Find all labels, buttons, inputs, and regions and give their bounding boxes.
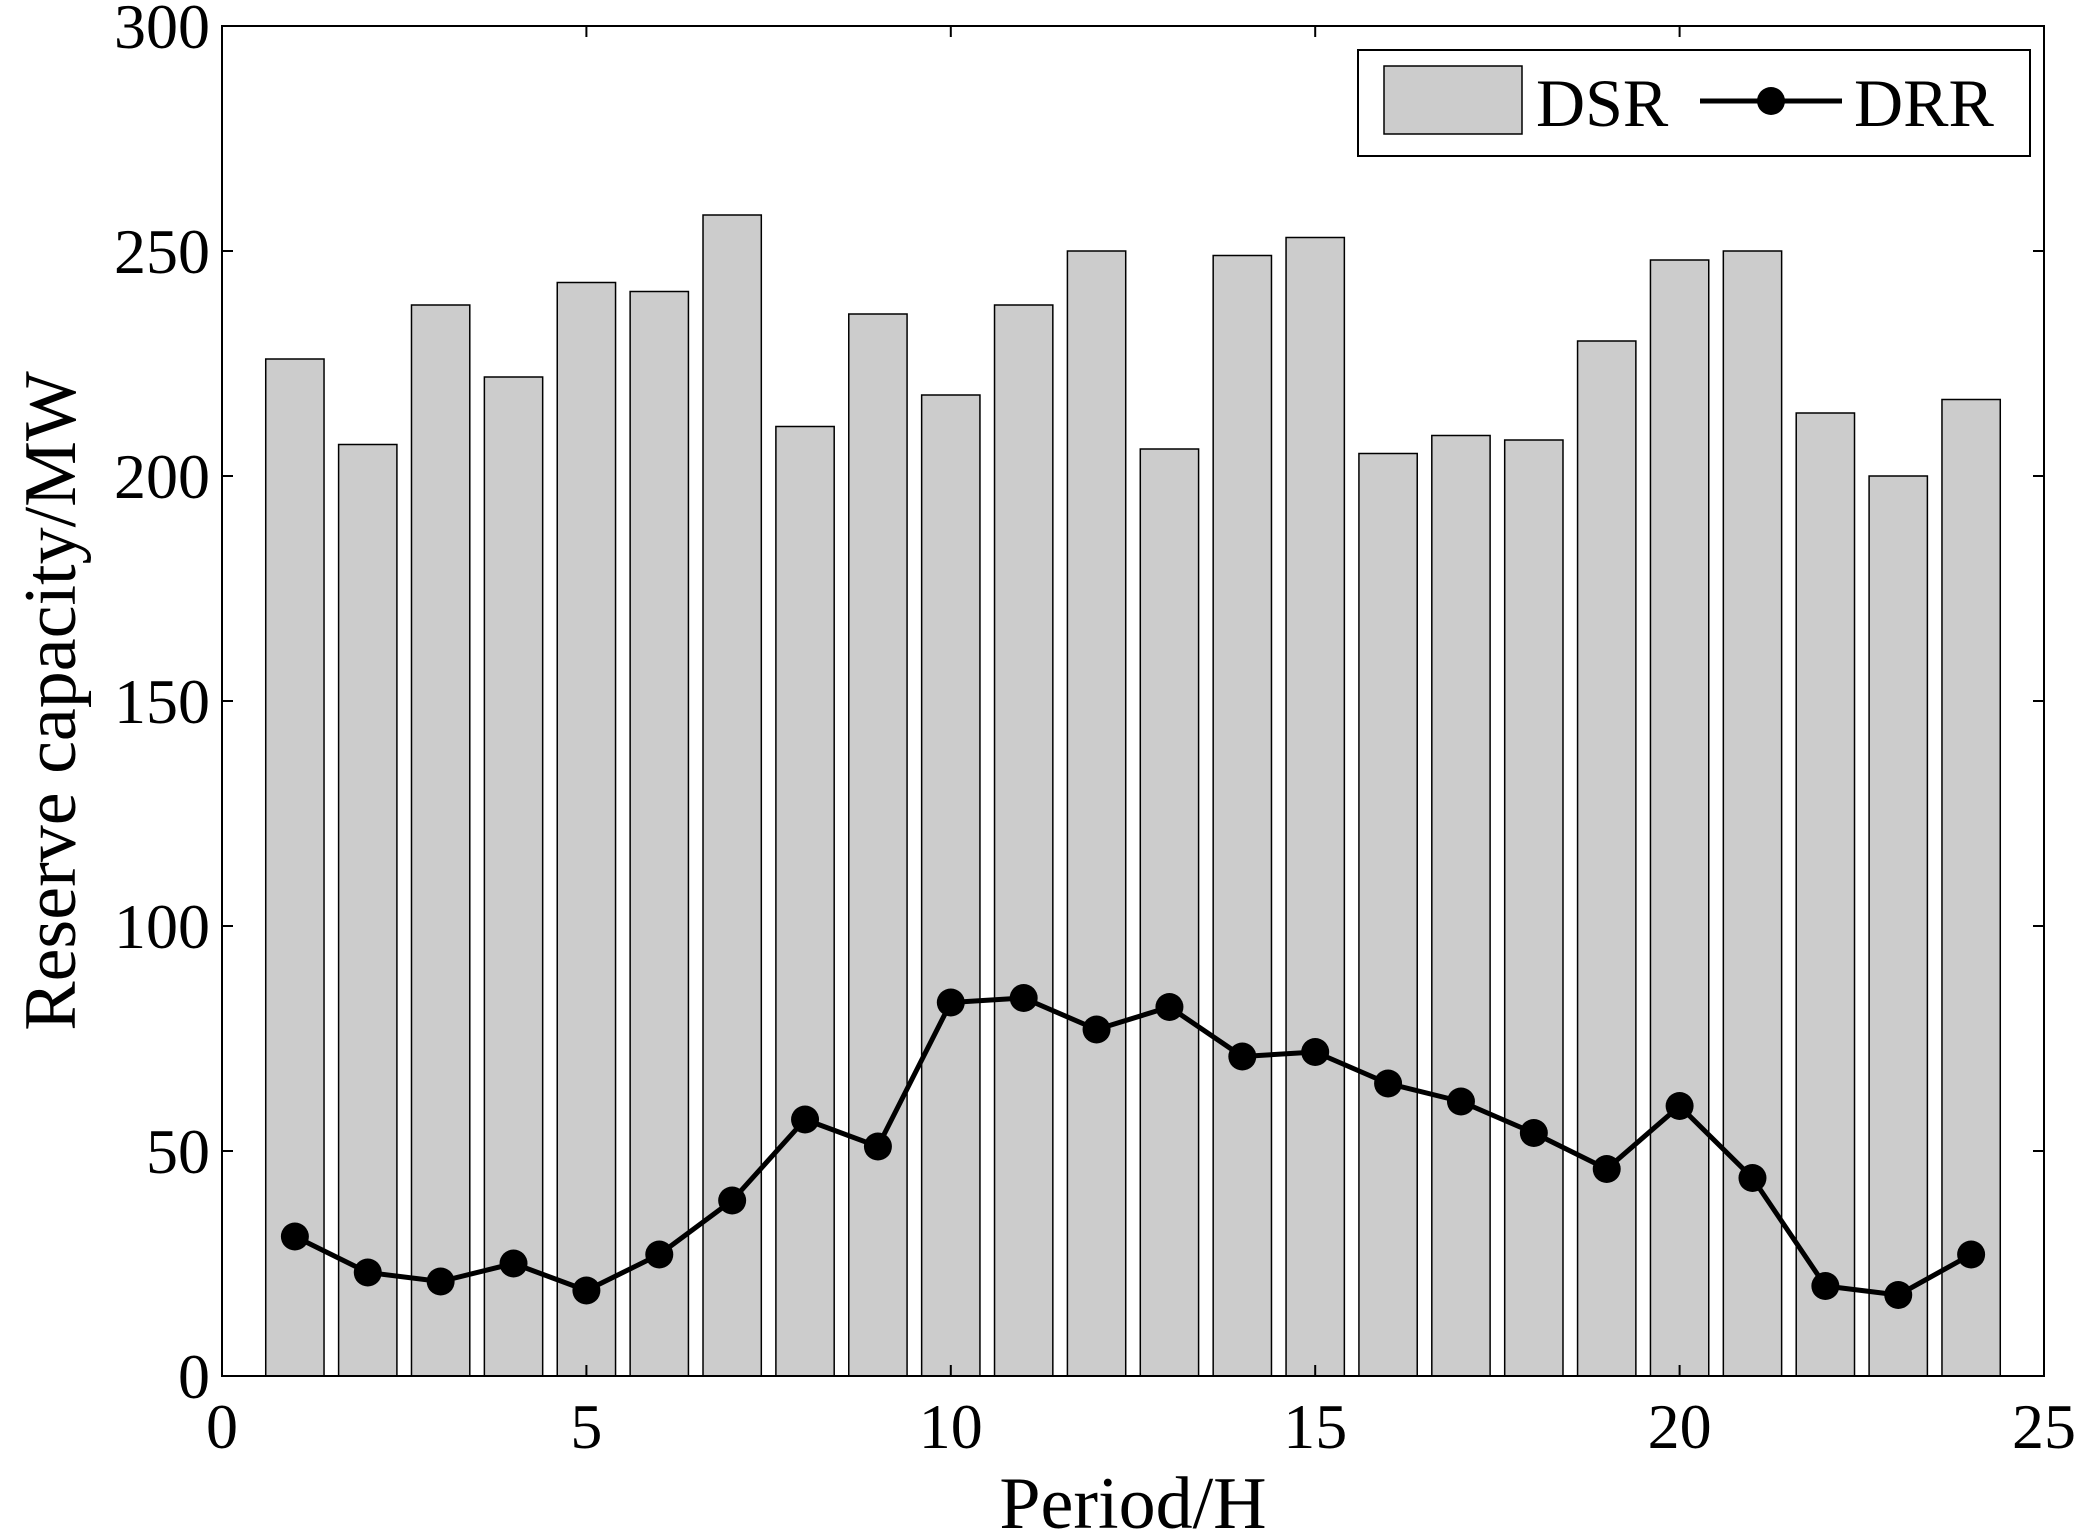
y-tick-label: 300	[114, 0, 210, 62]
legend-swatch-drr-marker	[1757, 87, 1785, 115]
y-tick-label: 0	[178, 1341, 210, 1412]
legend-label-dsr: DSR	[1536, 65, 1669, 141]
point-drr-16	[1374, 1069, 1403, 1098]
axis-ticks	[221, 25, 2045, 1377]
bar-dsr-16	[1358, 452, 1418, 1377]
point-drr-3	[426, 1267, 455, 1296]
point-drr-13	[1155, 993, 1184, 1021]
y-tick-label: 200	[114, 441, 210, 512]
point-drr-14	[1228, 1042, 1257, 1071]
bar-dsr-2	[337, 443, 398, 1377]
point-drr-12	[1082, 1015, 1111, 1044]
y-tick-label: 50	[146, 1116, 210, 1187]
point-drr-4	[499, 1249, 528, 1278]
x-tick-label: 20	[1648, 1391, 1712, 1462]
point-drr-2	[353, 1258, 382, 1287]
bar-dsr-22	[1795, 412, 1856, 1377]
y-tick-label: 150	[114, 666, 210, 737]
bar-dsr-12	[1066, 250, 1127, 1377]
x-tick-label: 15	[1283, 1391, 1347, 1462]
bar-dsr-15	[1285, 236, 1346, 1377]
point-drr-23	[1884, 1281, 1913, 1309]
point-drr-11	[1009, 984, 1038, 1012]
point-drr-22	[1811, 1272, 1840, 1300]
legend-swatch-dsr	[1383, 65, 1523, 135]
point-drr-6	[645, 1240, 674, 1269]
bar-dsr-23	[1868, 475, 1929, 1377]
point-drr-9	[863, 1132, 892, 1161]
bar-dsr-18	[1503, 439, 1564, 1377]
x-tick-label: 5	[570, 1391, 602, 1462]
drr-line-series	[280, 984, 1986, 1309]
point-drr-10	[936, 988, 965, 1017]
point-drr-5	[572, 1276, 601, 1305]
point-drr-19	[1592, 1155, 1621, 1183]
point-drr-21	[1738, 1164, 1767, 1192]
bar-dsr-14	[1212, 254, 1273, 1377]
x-tick-label: 10	[919, 1391, 983, 1462]
x-tick-label: 0	[206, 1391, 238, 1462]
dsr-bars	[264, 214, 2002, 1377]
point-drr-15	[1301, 1038, 1330, 1066]
bar-dsr-8	[775, 425, 835, 1377]
bar-dsr-5	[556, 281, 617, 1377]
drr-line	[293, 995, 1973, 1298]
bar-dsr-20	[1649, 259, 1710, 1377]
bar-dsr-11	[993, 304, 1054, 1377]
bar-dsr-13	[1139, 448, 1200, 1377]
bar-dsr-4	[483, 376, 544, 1377]
bar-dsr-19	[1576, 340, 1637, 1377]
legend-label-drr: DRR	[1854, 65, 1994, 141]
point-drr-18	[1519, 1119, 1548, 1147]
bar-dsr-24	[1941, 398, 2002, 1377]
x-axis-label: Period/H	[999, 1463, 1266, 1538]
bar-dsr-6	[629, 290, 690, 1377]
bar-dsr-3	[410, 304, 471, 1377]
point-drr-1	[280, 1222, 309, 1251]
point-drr-20	[1665, 1092, 1694, 1120]
legend: DSR DRR	[1357, 49, 2031, 157]
bar-dsr-1	[264, 358, 325, 1377]
bar-dsr-21	[1722, 250, 1783, 1377]
point-drr-24	[1957, 1240, 1986, 1269]
bar-dsr-10	[920, 394, 981, 1377]
y-tick-label: 100	[114, 891, 210, 962]
x-tick-label: 25	[2012, 1391, 2076, 1462]
bar-dsr-9	[848, 313, 908, 1377]
point-drr-7	[718, 1186, 747, 1215]
y-tick-label: 250	[114, 216, 210, 287]
point-drr-8	[791, 1105, 820, 1134]
y-axis-label: Reserve capacity/MW	[10, 371, 92, 1031]
point-drr-17	[1446, 1087, 1475, 1116]
bar-dsr-17	[1431, 434, 1491, 1377]
